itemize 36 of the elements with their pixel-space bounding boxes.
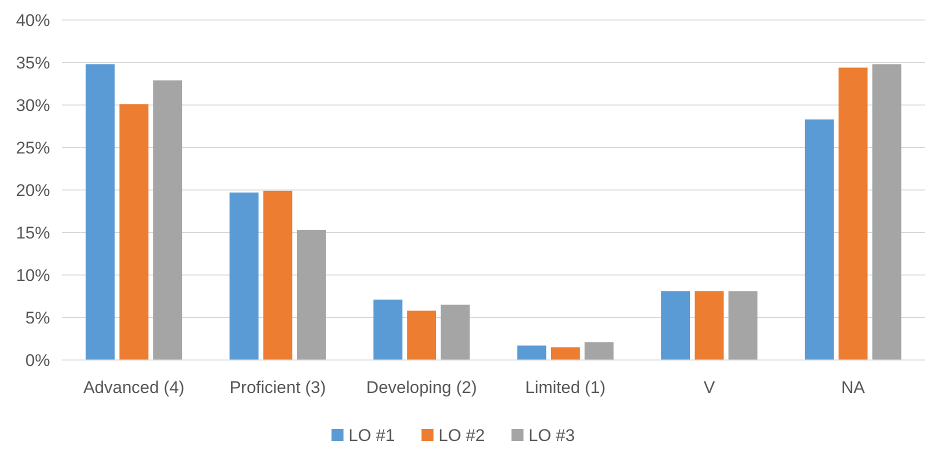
bar [373, 300, 402, 360]
x-tick-label: V [704, 378, 716, 397]
bar [728, 291, 758, 360]
y-tick-label: 35% [16, 53, 50, 72]
bar [407, 310, 436, 360]
y-tick-label: 20% [16, 180, 50, 200]
bar [119, 104, 148, 360]
y-tick-label: 10% [16, 266, 50, 285]
x-tick-label: Proficient (3) [230, 378, 326, 397]
bar [661, 291, 690, 360]
bar [440, 304, 470, 360]
x-tick-label: Developing (2) [366, 378, 477, 397]
bar [230, 192, 259, 360]
bar [694, 291, 724, 360]
y-tick-label: 30% [16, 96, 50, 115]
bar [838, 68, 868, 360]
x-tick-label: Advanced (4) [83, 378, 184, 397]
x-tick-label: Limited (1) [525, 378, 606, 397]
bar [153, 80, 182, 360]
y-tick-label: 40% [16, 10, 50, 30]
bar [296, 230, 326, 360]
bar [550, 347, 580, 360]
y-tick-label: 25% [16, 138, 50, 158]
legend-label: LO #3 [528, 426, 575, 445]
y-tick-label: 0% [25, 350, 50, 370]
y-tick-label: 5% [25, 308, 50, 328]
bar [584, 342, 614, 360]
bar [263, 190, 292, 360]
legend-label: LO #1 [348, 426, 395, 445]
bar [86, 64, 115, 360]
legend-label: LO #2 [438, 426, 485, 445]
y-tick-label: 15% [16, 223, 50, 242]
x-tick-label: NA [841, 378, 866, 397]
bar [872, 64, 902, 360]
bar [804, 119, 834, 360]
bar [517, 346, 546, 360]
